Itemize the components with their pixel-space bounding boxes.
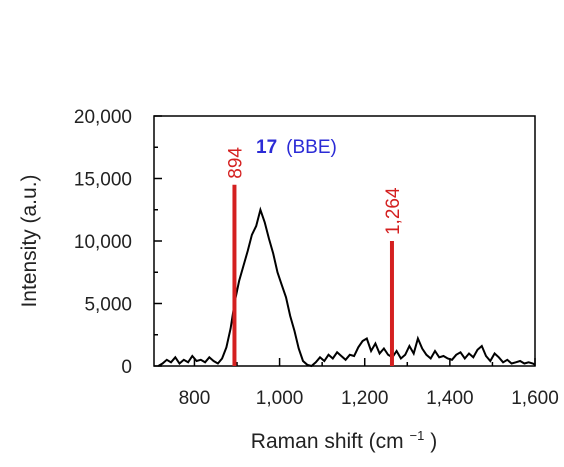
- compound-number: 17: [256, 137, 277, 158]
- y-tick-label: 20,000: [74, 107, 132, 128]
- peak-label-1264: 1,264: [383, 187, 404, 235]
- spectrum-line: [157, 206, 536, 368]
- x-axis-label-main: Raman shift (cm: [251, 430, 404, 453]
- x-tick-label: 1,000: [256, 388, 304, 409]
- y-tick-labels: 0 5,000 10,000 15,000 20,000: [74, 107, 132, 378]
- x-tick-label: 1,400: [426, 388, 474, 409]
- x-axis-label-end: ): [430, 430, 437, 453]
- peak-labels: 894 1,264: [225, 147, 404, 235]
- x-axis-label: Raman shift (cm −1 ): [251, 422, 437, 453]
- x-axis-label-sup: −1: [410, 428, 425, 443]
- peak-label-894: 894: [225, 147, 246, 179]
- compound-annotation: 17 (BBE): [256, 137, 337, 158]
- plot-frame: [153, 115, 536, 367]
- y-tick-label: 15,000: [74, 170, 132, 191]
- x-tick-label: 800: [179, 388, 211, 409]
- y-axis-label: Intensity (a.u.): [18, 174, 41, 307]
- axis-ticks: [154, 115, 536, 367]
- y-tick-label: 5,000: [84, 295, 132, 316]
- x-tick-labels: 800 1,000 1,200 1,400 1,600: [179, 388, 559, 409]
- x-tick-label: 1,200: [341, 388, 389, 409]
- compound-name: (BBE): [286, 137, 337, 158]
- y-tick-label: 0: [121, 357, 132, 378]
- peak-markers: [232, 184, 394, 366]
- x-tick-label: 1,600: [511, 388, 559, 409]
- y-tick-label: 10,000: [74, 232, 132, 253]
